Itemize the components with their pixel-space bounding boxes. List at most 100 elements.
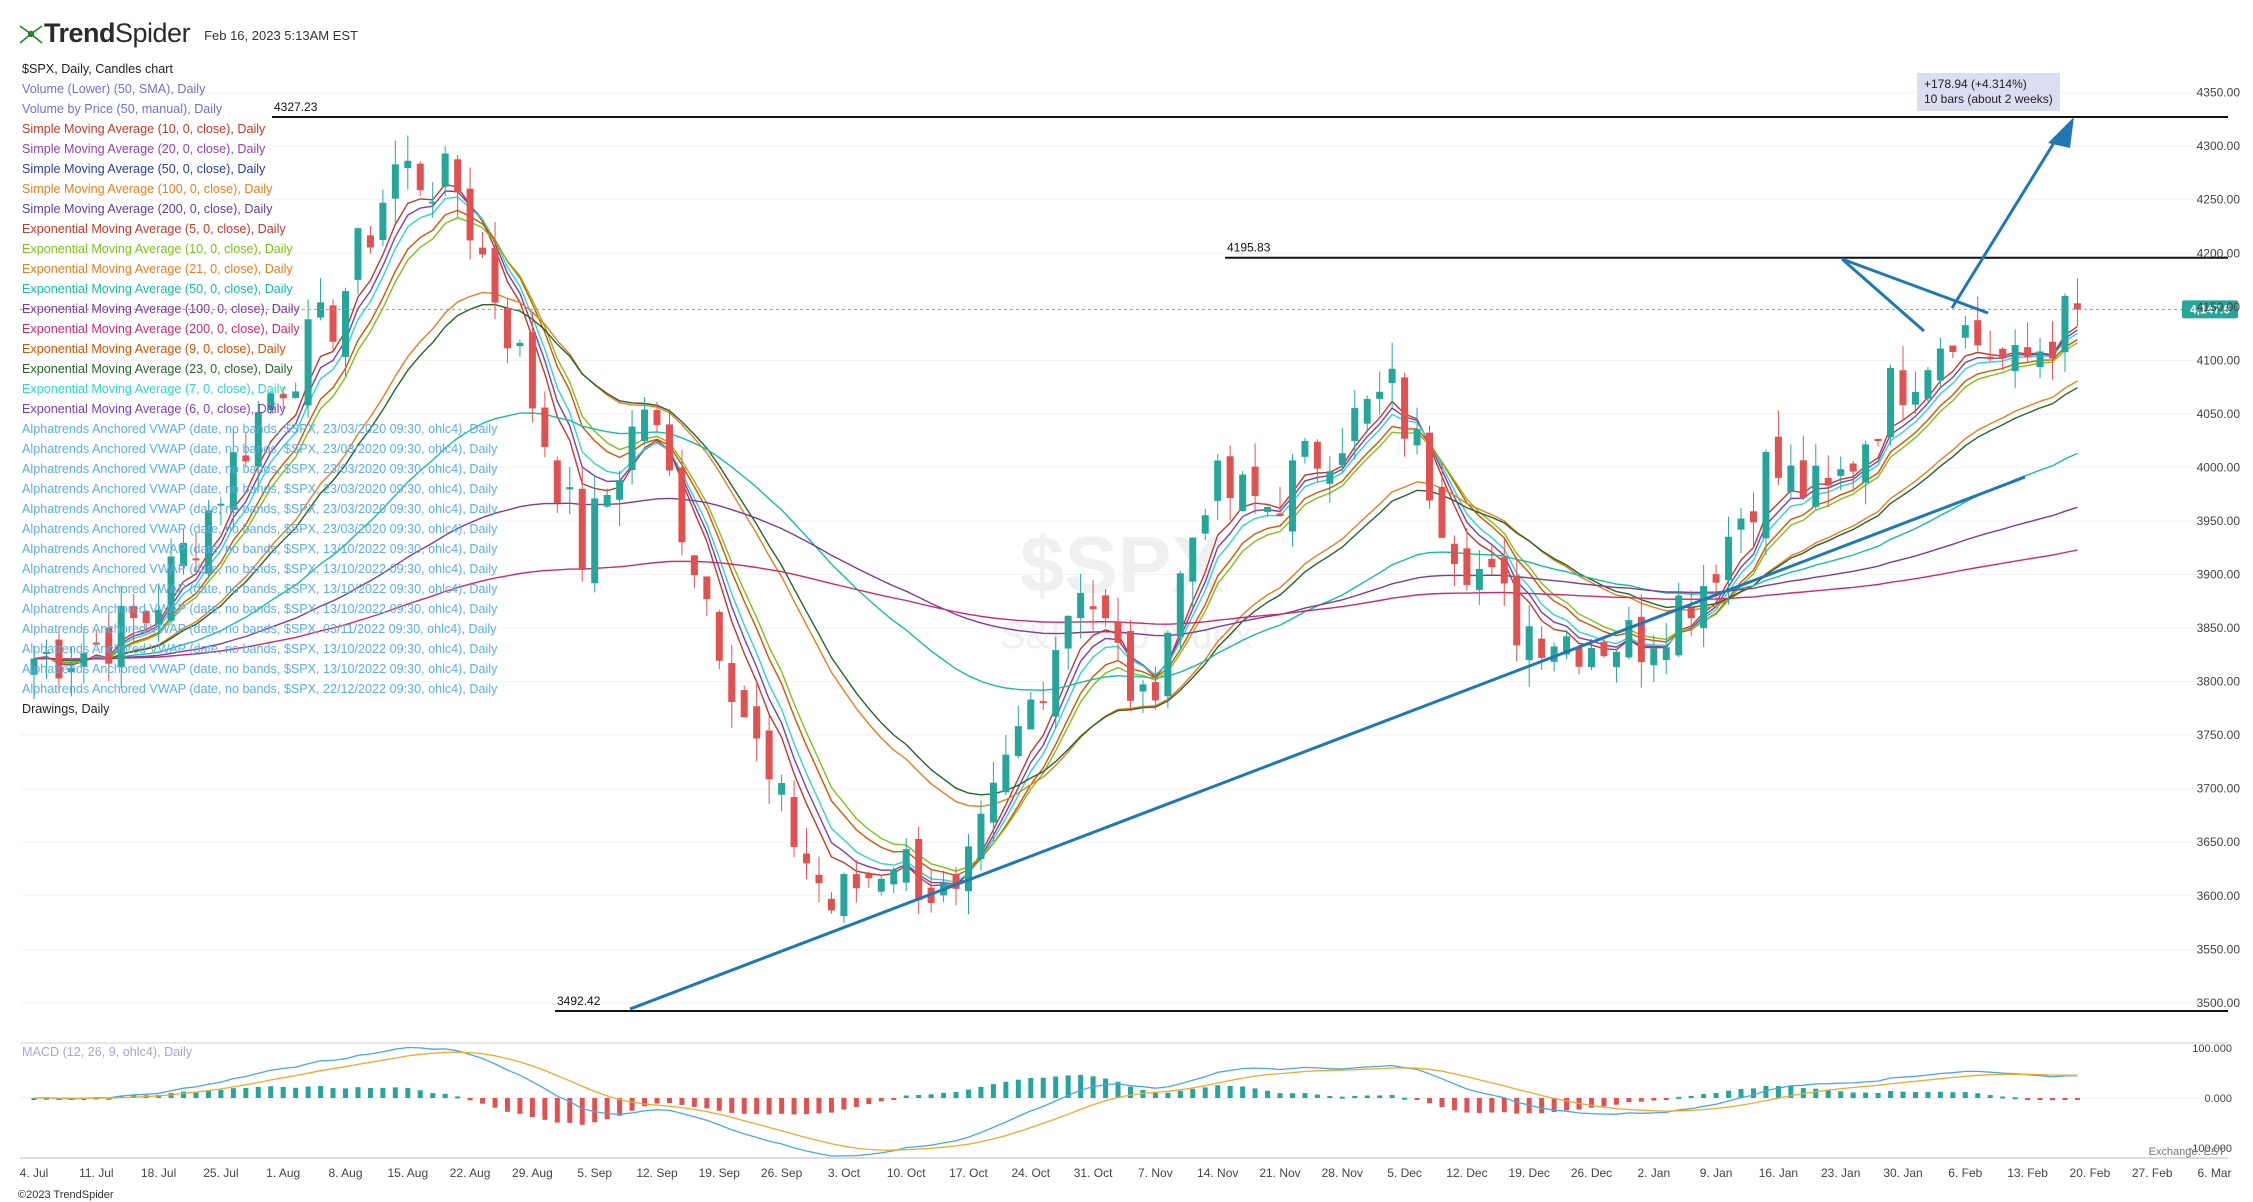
legend-item[interactable]: Exponential Moving Average (6, 0, close)… — [22, 402, 286, 416]
legend-item[interactable]: Exponential Moving Average (50, 0, close… — [22, 282, 293, 296]
candle — [553, 460, 561, 504]
candle — [491, 247, 499, 303]
date-tick-label: 5. Sep — [577, 1166, 612, 1180]
macd-histogram-bar — [592, 1098, 598, 1123]
macd-histogram-bar — [1912, 1092, 1918, 1098]
candle — [1438, 486, 1446, 538]
legend-item[interactable]: Alphatrends Anchored VWAP (date, no band… — [22, 422, 498, 436]
macd-histogram-bar — [1651, 1098, 1657, 1101]
macd-histogram-bar — [1987, 1095, 1993, 1098]
date-tick-label: 19. Dec — [1509, 1166, 1550, 1180]
candle — [192, 558, 200, 561]
moving-average-line — [33, 549, 2078, 660]
legend-item[interactable]: Alphatrends Anchored VWAP (date, no band… — [22, 542, 498, 556]
legend-item[interactable]: Alphatrends Anchored VWAP (date, no band… — [22, 462, 498, 476]
legend-item[interactable]: Alphatrends Anchored VWAP (date, no band… — [22, 582, 498, 596]
macd-histogram-bar — [1626, 1098, 1632, 1103]
candle — [2073, 303, 2081, 310]
candle — [1887, 367, 1895, 438]
candle — [1102, 595, 1110, 619]
macd-histogram-bar — [1053, 1076, 1059, 1098]
date-tick-label: 24. Oct — [1011, 1166, 1050, 1180]
candle — [379, 202, 387, 241]
legend-item[interactable]: Alphatrends Anchored VWAP (date, no band… — [22, 482, 498, 496]
candle — [1936, 348, 1944, 381]
price-tick-label: 3650.00 — [2197, 835, 2241, 849]
candle — [2036, 351, 2044, 367]
legend-item[interactable]: Alphatrends Anchored VWAP (date, no band… — [22, 682, 498, 696]
macd-histogram-bar — [1414, 1098, 1420, 1100]
macd-histogram-bar — [181, 1091, 187, 1098]
candle — [628, 426, 636, 471]
candle — [1911, 391, 1919, 405]
legend-item[interactable]: Alphatrends Anchored VWAP (date, no band… — [22, 602, 498, 616]
date-tick-label: 12. Sep — [636, 1166, 678, 1180]
legend-item[interactable]: $SPX, Daily, Candles chart — [22, 62, 173, 76]
legend-item[interactable]: Alphatrends Anchored VWAP (date, no band… — [22, 442, 498, 456]
legend-item[interactable]: Exponential Moving Average (200, 0, clos… — [22, 322, 300, 336]
macd-histogram-bar — [990, 1084, 996, 1098]
candle — [1588, 648, 1595, 668]
candle — [1488, 558, 1496, 568]
candle — [790, 797, 798, 848]
macd-histogram-bar — [878, 1098, 884, 1102]
macd-histogram-bar — [293, 1087, 299, 1098]
app-header: TrendSpider Feb 16, 2023 5:13AM EST — [18, 18, 358, 49]
legend-item[interactable]: Alphatrends Anchored VWAP (date, no band… — [22, 622, 497, 636]
candle — [740, 690, 748, 718]
macd-histogram-bar — [1040, 1077, 1046, 1098]
legend-item[interactable]: Alphatrends Anchored VWAP (date, no band… — [22, 642, 498, 656]
legend-item[interactable]: Drawings, Daily — [22, 702, 110, 716]
candle — [1027, 699, 1035, 730]
legend-item[interactable]: Exponential Moving Average (23, 0, close… — [22, 362, 293, 376]
legend-item[interactable]: Exponential Moving Average (5, 0, close)… — [22, 222, 286, 236]
legend-item[interactable]: Simple Moving Average (200, 0, close), D… — [22, 202, 273, 216]
candle — [952, 873, 960, 889]
legend-item[interactable]: Simple Moving Average (100, 0, close), D… — [22, 182, 273, 196]
legend-item[interactable]: Alphatrends Anchored VWAP (date, no band… — [22, 502, 498, 516]
legend-item[interactable]: Exponential Moving Average (7, 0, close)… — [22, 382, 286, 396]
candle — [1675, 595, 1683, 656]
chart-timestamp: Feb 16, 2023 5:13AM EST — [204, 28, 358, 43]
candle — [1637, 616, 1645, 663]
candle — [1837, 469, 1845, 476]
legend-item[interactable]: Volume (Lower) (50, SMA), Daily — [22, 82, 206, 96]
candle — [1650, 648, 1658, 666]
macd-histogram-bar — [1476, 1098, 1482, 1113]
candle — [1961, 325, 1969, 338]
legend-item[interactable]: Exponential Moving Average (100, 0, clos… — [22, 302, 300, 316]
legend-item[interactable]: Alphatrends Anchored VWAP (date, no band… — [22, 522, 498, 536]
candle — [30, 658, 38, 675]
legend-item[interactable]: Exponential Moving Average (9, 0, close)… — [22, 342, 286, 356]
candle — [92, 642, 100, 645]
candle — [1849, 463, 1857, 472]
macd-histogram-bar — [2037, 1098, 2043, 1100]
candle — [1413, 429, 1421, 446]
macd-histogram-bar — [1152, 1092, 1158, 1098]
legend-item[interactable]: Simple Moving Average (20, 0, close), Da… — [22, 142, 266, 156]
legend-item[interactable]: Exponential Moving Average (10, 0, close… — [22, 242, 293, 256]
macd-histogram-bar — [343, 1088, 348, 1098]
legend-item[interactable]: Simple Moving Average (10, 0, close), Da… — [22, 122, 266, 136]
macd-histogram-bar — [1638, 1098, 1644, 1102]
macd-histogram-bar — [542, 1098, 548, 1120]
date-tick-label: 31. Oct — [1074, 1166, 1113, 1180]
candle — [42, 652, 50, 655]
legend-item[interactable]: Alphatrends Anchored VWAP (date, no band… — [22, 562, 498, 576]
macd-histogram-bar — [1850, 1092, 1856, 1098]
candle — [105, 627, 113, 664]
date-tick-label: 10. Oct — [887, 1166, 926, 1180]
moving-average-line — [33, 303, 2078, 796]
candle — [366, 235, 374, 248]
legend-item[interactable]: Alphatrends Anchored VWAP (date, no band… — [22, 662, 498, 676]
legend-item[interactable]: Exponential Moving Average (21, 0, close… — [22, 262, 293, 276]
macd-histogram-bar — [1925, 1092, 1931, 1098]
legend-item[interactable]: Volume by Price (50, manual), Daily — [22, 102, 223, 116]
trend-drawings[interactable] — [629, 117, 2074, 1011]
macd-histogram-bar — [1165, 1092, 1171, 1098]
legend-item[interactable]: Simple Moving Average (50, 0, close), Da… — [22, 162, 266, 176]
macd-histogram-bar — [367, 1088, 373, 1098]
macd-histogram-bar — [1688, 1095, 1694, 1098]
indicator-legend[interactable]: $SPX, Daily, Candles chart Volume (Lower)… — [22, 59, 497, 719]
